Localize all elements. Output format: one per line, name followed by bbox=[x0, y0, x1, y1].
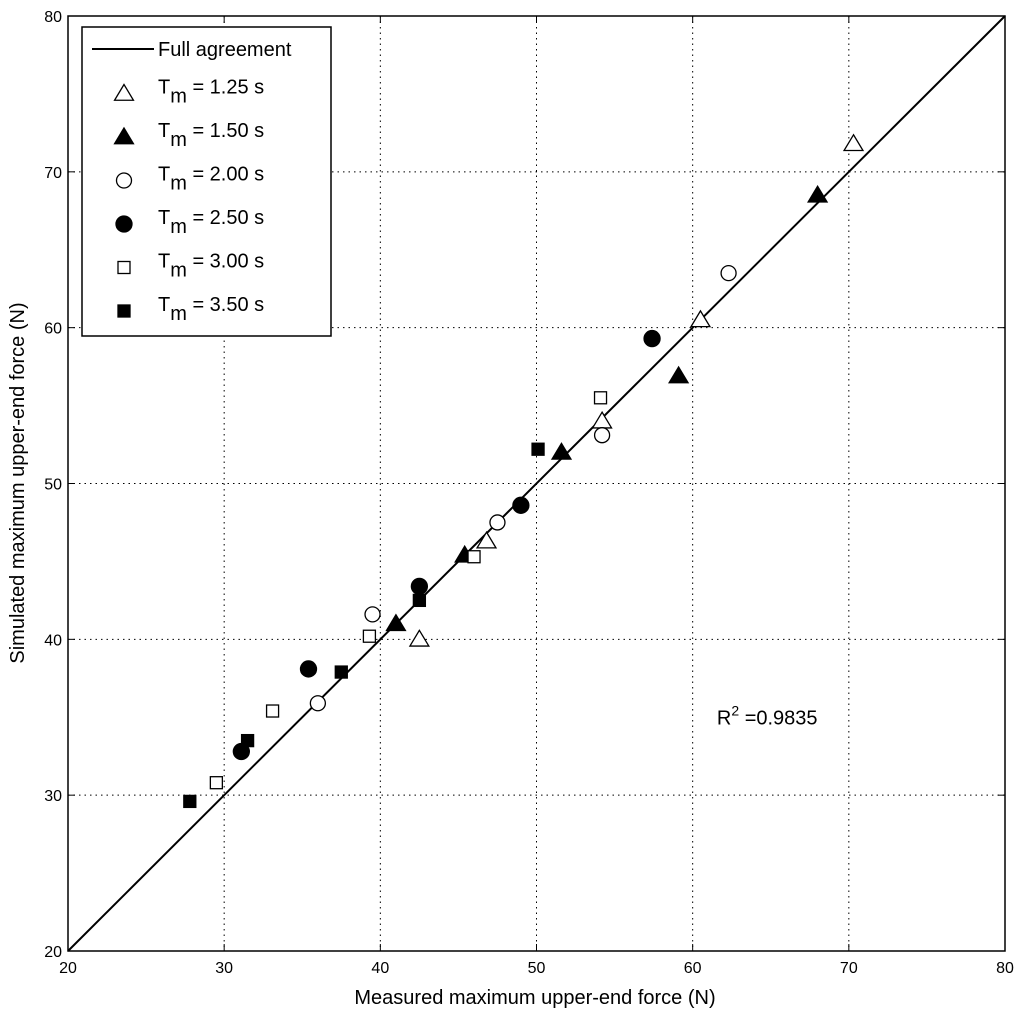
data-point bbox=[643, 329, 661, 348]
legend-label: Tm = 1.25 s bbox=[158, 77, 264, 108]
reference-line-layer bbox=[67, 15, 1006, 952]
data-point bbox=[408, 629, 430, 647]
legend-label: Tm = 2.00 s bbox=[158, 164, 264, 195]
y-axis-label: Simulated maximum upper-end force (N) bbox=[7, 302, 29, 663]
series-2 bbox=[385, 184, 829, 632]
legend-label: Tm = 3.00 s bbox=[158, 251, 264, 282]
data-point bbox=[334, 665, 348, 679]
ticks-layer: 20 30 40 50 60 70 80 20 30 40 50 60 70 80 bbox=[44, 9, 1014, 977]
data-point bbox=[593, 391, 608, 405]
full-agreement-line bbox=[67, 15, 1006, 952]
legend-label: Tm = 1.50 s bbox=[158, 120, 264, 151]
x-tick-label: 50 bbox=[528, 960, 546, 977]
data-points-layer bbox=[183, 133, 865, 809]
series-5 bbox=[209, 391, 608, 790]
y-tick-label: 50 bbox=[44, 477, 62, 494]
legend-label: Tm = 2.50 s bbox=[158, 207, 264, 238]
data-point bbox=[412, 593, 427, 608]
data-point bbox=[550, 442, 573, 460]
y-tick-label: 70 bbox=[44, 165, 62, 182]
y-tick-label: 20 bbox=[44, 944, 62, 961]
data-point bbox=[309, 695, 327, 712]
r-squared-annotation: R2 =0.9835 bbox=[717, 702, 818, 729]
data-point bbox=[720, 264, 737, 282]
data-point bbox=[364, 606, 381, 623]
data-point bbox=[183, 794, 197, 809]
x-axis-label: Measured maximum upper-end force (N) bbox=[354, 987, 715, 1009]
data-point bbox=[593, 427, 611, 444]
series-6 bbox=[183, 442, 545, 809]
data-point bbox=[299, 660, 318, 678]
data-point bbox=[591, 410, 613, 429]
legend-marker bbox=[117, 304, 131, 318]
y-tick-label: 30 bbox=[44, 788, 62, 805]
legend-marker bbox=[113, 126, 135, 145]
series-1 bbox=[408, 133, 865, 647]
data-point bbox=[385, 613, 407, 632]
data-point bbox=[362, 629, 377, 643]
legend-marker bbox=[115, 215, 133, 233]
y-tick-label: 60 bbox=[44, 321, 62, 338]
data-point bbox=[240, 733, 255, 748]
x-tick-label: 80 bbox=[996, 960, 1014, 977]
data-point bbox=[689, 309, 712, 328]
data-point bbox=[842, 133, 865, 152]
x-tick-label: 70 bbox=[840, 960, 858, 977]
data-point bbox=[489, 514, 506, 531]
x-tick-label: 30 bbox=[215, 960, 233, 977]
y-tick-label: 80 bbox=[44, 9, 62, 26]
data-point bbox=[668, 365, 690, 384]
legend-marker bbox=[117, 260, 131, 275]
y-tick-label: 40 bbox=[44, 632, 62, 649]
x-tick-label: 60 bbox=[684, 960, 702, 977]
legend: Full agreement Tm = 1.25 s Tm = 1.50 s Tm =… bbox=[81, 26, 332, 337]
legend-label: Tm = 3.50 s bbox=[158, 294, 264, 325]
data-point bbox=[475, 530, 498, 549]
x-tick-label: 40 bbox=[371, 960, 389, 977]
series-4 bbox=[232, 329, 661, 761]
data-point bbox=[265, 704, 280, 718]
legend-label: Full agreement bbox=[158, 39, 292, 61]
data-point bbox=[531, 442, 545, 456]
data-point bbox=[807, 184, 829, 203]
data-point bbox=[512, 496, 530, 514]
data-point bbox=[467, 550, 481, 564]
legend-marker bbox=[113, 83, 135, 101]
data-point bbox=[209, 776, 224, 790]
data-point bbox=[410, 577, 429, 595]
legend-marker bbox=[115, 172, 133, 189]
x-tick-label: 20 bbox=[59, 960, 77, 977]
series-3 bbox=[309, 264, 737, 712]
